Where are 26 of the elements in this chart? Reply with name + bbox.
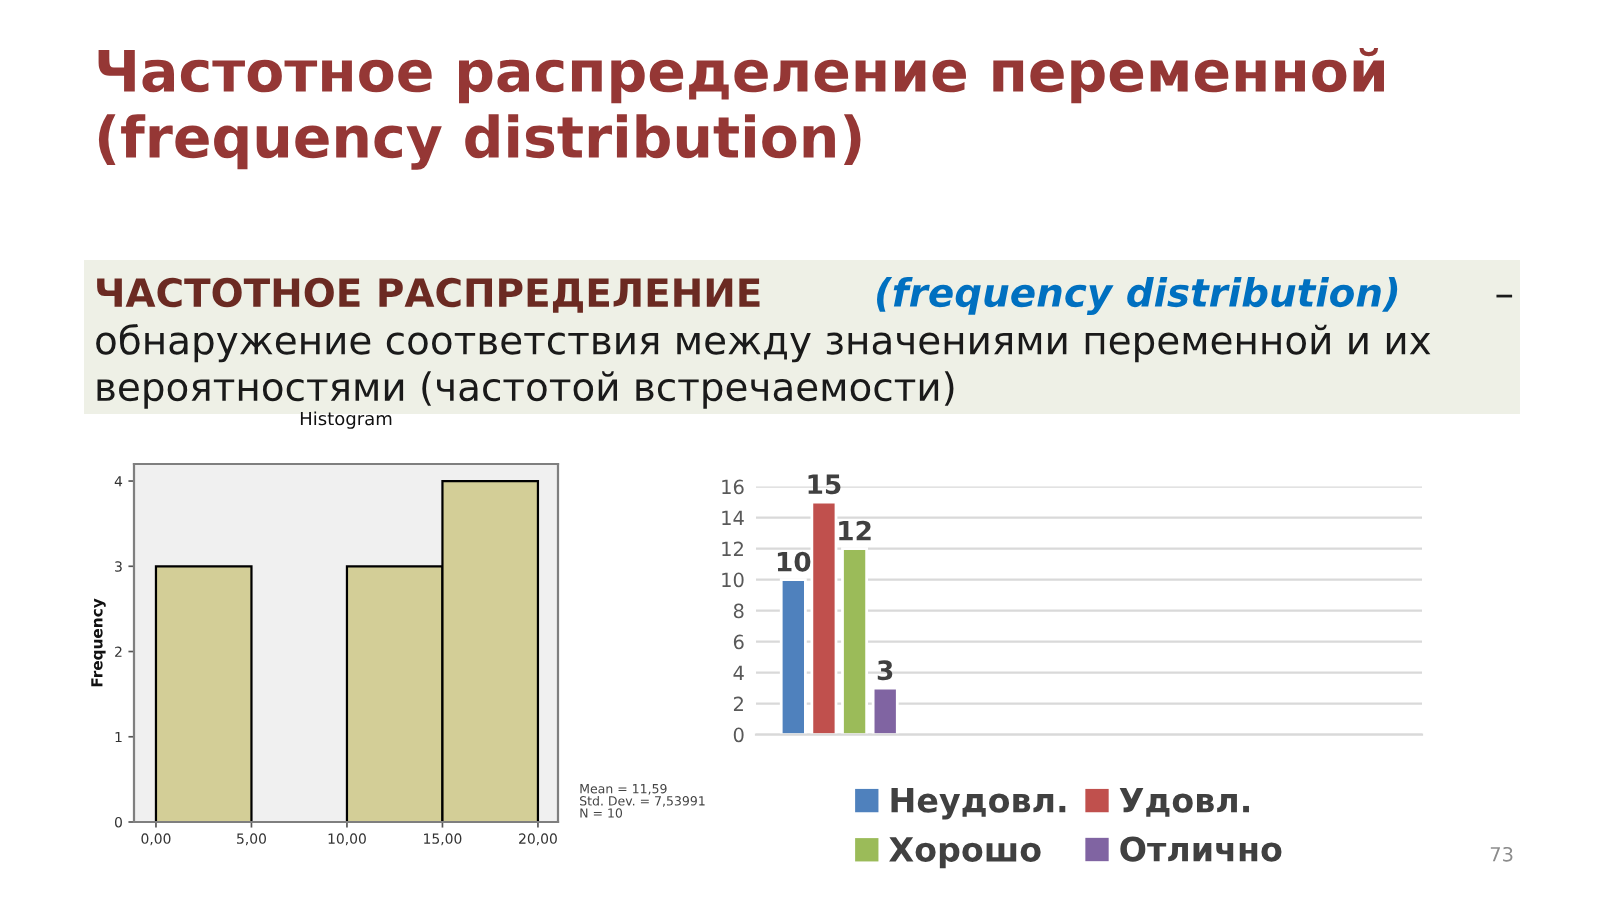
y-tick-label: 16	[722, 479, 744, 495]
legend-label: Отлично	[1120, 836, 1282, 862]
data-label: 10	[777, 551, 811, 572]
data-label: 15	[808, 474, 841, 495]
chart-title: Histogram	[300, 411, 392, 429]
y-tick-label: 10	[722, 572, 744, 588]
text: 73	[1490, 846, 1513, 862]
text: Частотное распределение переменной (frequency distribution)	[98, 48, 1384, 170]
bar	[841, 547, 869, 735]
y-tick-label: 0	[733, 727, 744, 743]
y-tick-label: 6	[733, 634, 744, 650]
text: (frequency distribution)	[877, 277, 1398, 315]
text: –	[1496, 294, 1513, 298]
text: ЧАСТОТНОЕ РАСПРЕДЕЛЕНИЕ	[97, 277, 760, 313]
legend-label: Удовл.	[1119, 787, 1249, 817]
y-tick-label: 4	[733, 665, 744, 680]
bar	[871, 686, 899, 735]
y-tick-label: 12	[722, 541, 743, 556]
y-tick-label: 8	[733, 603, 744, 619]
text: обнаружение соответствия между значениями переменной и их вероятностями (частотой встречаемости)	[96, 324, 1431, 409]
y-tick-label: 2	[733, 696, 743, 711]
y-tick-label: 14	[722, 510, 744, 525]
legend-label: Хорошо	[889, 837, 1041, 869]
data-label: 3	[877, 660, 893, 681]
data-label: 12	[839, 520, 871, 541]
legend-label: Неудовл.	[891, 787, 1066, 820]
